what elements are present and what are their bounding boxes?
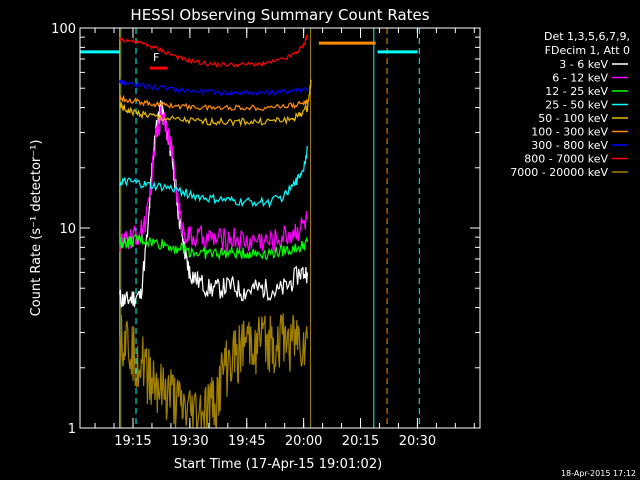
- legend-label: 6 - 12 keV: [552, 72, 608, 85]
- x-axis-label: Start Time (17-Apr-15 19:01:02): [174, 457, 382, 472]
- series-line-6-12keV: [119, 106, 308, 254]
- legend-label: 800 - 7000 keV: [524, 153, 608, 166]
- legend: Det 1,3,5,6,7,9,FDecim 1, Att 03 - 6 keV…: [510, 30, 630, 179]
- chart-title: HESSI Observing Summary Count Rates: [130, 6, 429, 24]
- series-line-300-800keV: [119, 78, 308, 97]
- x-tick-label: 20:15: [342, 434, 379, 449]
- legend-header-line: FDecim 1, Att 0: [545, 44, 630, 57]
- series-line-800-7000keV: [119, 34, 308, 68]
- series-line-7000-20000keV: [119, 313, 308, 429]
- x-tick-label: 19:30: [171, 434, 208, 449]
- timestamp: 18-Apr-2015 17:12: [561, 469, 636, 478]
- x-tick-label: 20:00: [285, 434, 322, 449]
- legend-label: 300 - 800 keV: [531, 139, 608, 152]
- flare-flag-label: F: [153, 51, 159, 64]
- legend-label: 7000 - 20000 keV: [510, 166, 608, 179]
- x-tick-label: 19:15: [114, 434, 151, 449]
- legend-label: 50 - 100 keV: [538, 112, 608, 125]
- legend-label: 25 - 50 keV: [545, 99, 608, 112]
- y-tick-label: 10: [59, 222, 76, 237]
- series-line-50-100keV: [119, 79, 312, 128]
- series-line-100-300keV: [119, 94, 308, 112]
- plot-area: 19:15 19:30 19:45 20:00 20:15 20:30 1 10 100: [51, 22, 481, 449]
- y-axis-label: Count Rate (s⁻¹ detector⁻¹): [29, 140, 44, 317]
- x-tick-label: 19:45: [228, 434, 265, 449]
- series-line-25-50keV: [119, 146, 308, 209]
- y-tick-label: 1: [68, 422, 76, 437]
- x-tick-label: 20:30: [399, 434, 436, 449]
- legend-label: 100 - 300 keV: [531, 126, 608, 139]
- series-line-12-25keV: [119, 233, 308, 261]
- legend-label: 12 - 25 keV: [545, 85, 608, 98]
- legend-header-line: Det 1,3,5,6,7,9,: [544, 30, 630, 43]
- y-tick-label: 100: [51, 22, 76, 37]
- legend-label: 3 - 6 keV: [559, 58, 608, 71]
